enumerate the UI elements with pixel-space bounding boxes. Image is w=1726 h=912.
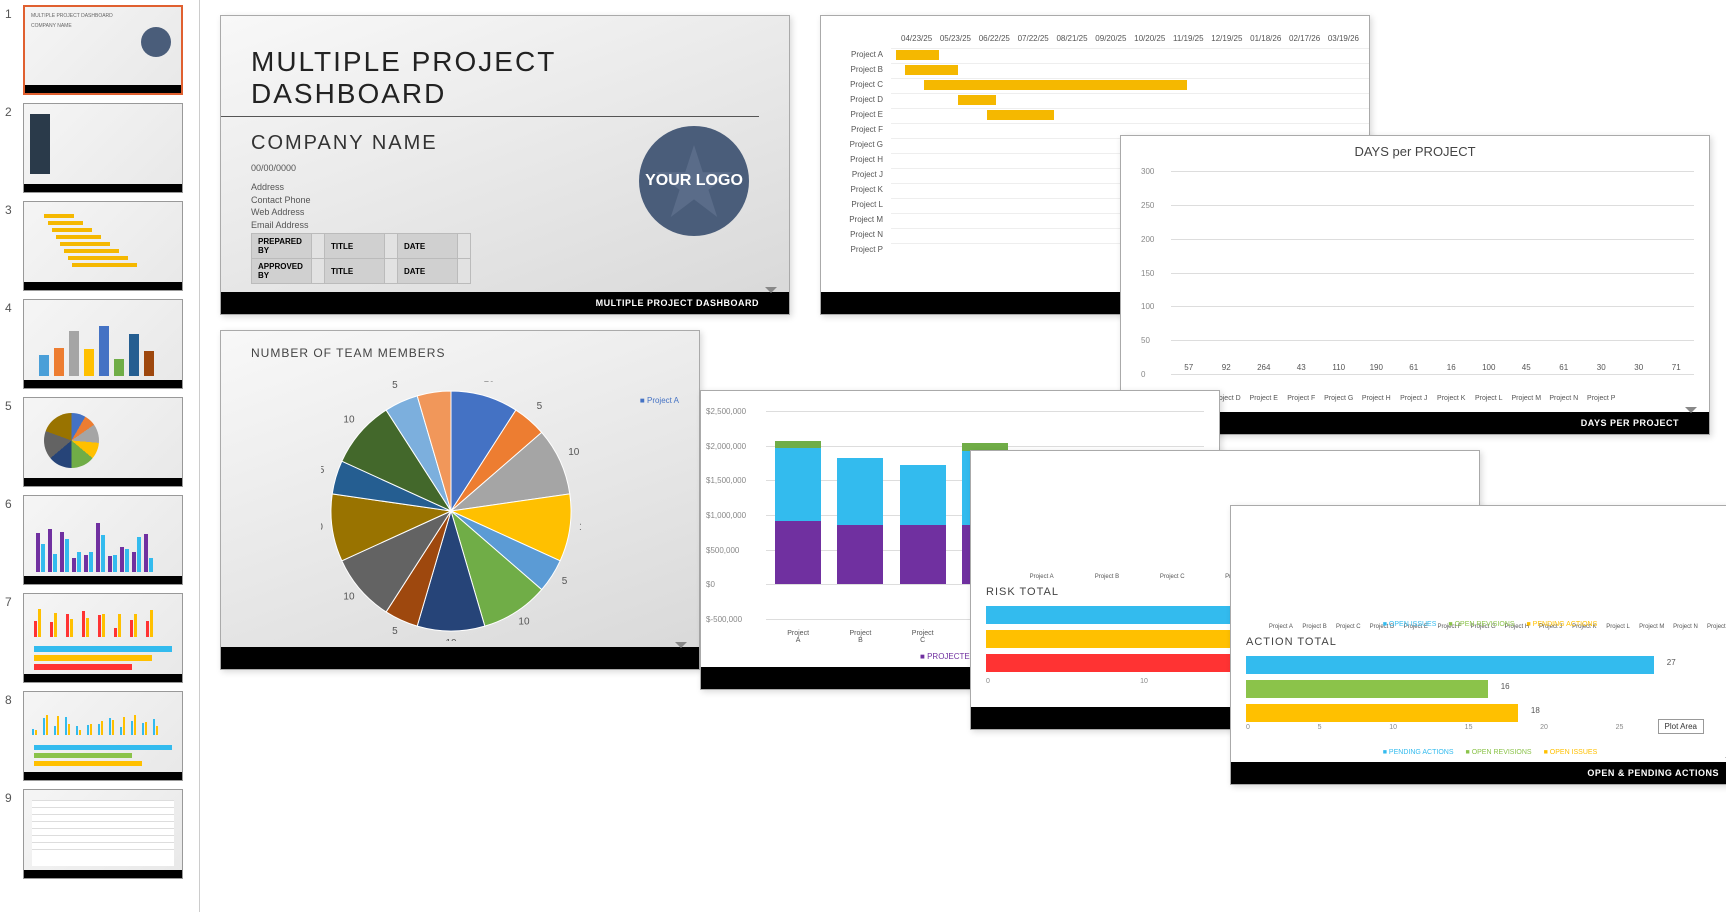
slide-footer: OPEN & PENDING ACTIONS (1231, 762, 1726, 784)
action-total-bars: 271618 (1246, 656, 1699, 728)
actions-total-legend: PENDING ACTIONSOPEN REVISIONSOPEN ISSUES (1231, 749, 1726, 756)
risk-total-title: RISK TOTAL (986, 586, 1059, 598)
slide-thumb-3[interactable] (23, 201, 183, 291)
gantt-date-axis: 04/23/2505/23/2506/22/2507/22/2508/21/25… (821, 16, 1369, 47)
slide-sidebar: 1MULTIPLE PROJECT DASHBOARDCOMPANY NAME2… (0, 0, 200, 912)
slide-title[interactable]: MULTIPLE PROJECT DASHBOARD COMPANY NAME … (220, 15, 790, 315)
svg-text:10: 10 (343, 415, 355, 426)
slide-thumb-2[interactable] (23, 103, 183, 193)
svg-text:5: 5 (392, 626, 398, 637)
slide-thumb-1[interactable]: MULTIPLE PROJECT DASHBOARDCOMPANY NAME (23, 5, 183, 95)
svg-text:10: 10 (579, 522, 581, 533)
pie-legend-hint: ■ Project A (640, 396, 679, 405)
days-plot: 050100150200250300 57Project C92Project … (1171, 171, 1694, 374)
slide-thumb-7[interactable] (23, 593, 183, 683)
actions-legend: OPEN ISSUESOPEN REVISIONSPENDING ACTIONS (1231, 621, 1726, 628)
pie-chart: 1051010510105101051055 (321, 381, 581, 641)
slide-pie[interactable]: NUMBER OF TEAM MEMBERS 10 5 10 10 5 10 10 5 10 10… (220, 330, 700, 670)
chart-title: DAYS per PROJECT (1121, 136, 1709, 167)
slide-thumb-9[interactable] (23, 789, 183, 879)
slide-thumb-8[interactable] (23, 691, 183, 781)
action-total-axis: 051015202530 (1246, 724, 1699, 731)
logo-badge: YOUR LOGO (639, 126, 749, 236)
svg-text:10: 10 (483, 381, 495, 384)
page-title: MULTIPLE PROJECT DASHBOARD (221, 16, 759, 117)
slide-thumb-5[interactable] (23, 397, 183, 487)
svg-text:5: 5 (392, 381, 398, 391)
slide-footer (221, 647, 699, 669)
svg-text:5: 5 (562, 576, 568, 587)
svg-text:5: 5 (321, 465, 325, 476)
svg-text:5: 5 (537, 401, 543, 412)
svg-text:10: 10 (343, 591, 355, 602)
slide-actions[interactable]: Project AProject BProject CProject DProj… (1230, 505, 1726, 785)
action-total-title: ACTION TOTAL (1246, 636, 1337, 648)
svg-text:10: 10 (568, 447, 580, 458)
slide-footer: MULTIPLE PROJECT DASHBOARD (221, 292, 789, 314)
actions-plot: Project AProject BProject CProject DProj… (1266, 516, 1726, 616)
svg-text:10: 10 (445, 638, 457, 641)
plot-area-button[interactable]: Plot Area (1658, 719, 1704, 734)
slide-thumb-6[interactable] (23, 495, 183, 585)
svg-text:10: 10 (518, 617, 530, 628)
chart-title: NUMBER OF TEAM MEMBERS (221, 331, 699, 360)
slide-canvas: MULTIPLE PROJECT DASHBOARD COMPANY NAME … (200, 0, 1726, 912)
slide-thumb-4[interactable] (23, 299, 183, 389)
svg-text:10: 10 (321, 522, 323, 533)
signoff-table: PREPARED BYTITLEDATEAPPROVED BYTITLEDATE (251, 233, 471, 284)
